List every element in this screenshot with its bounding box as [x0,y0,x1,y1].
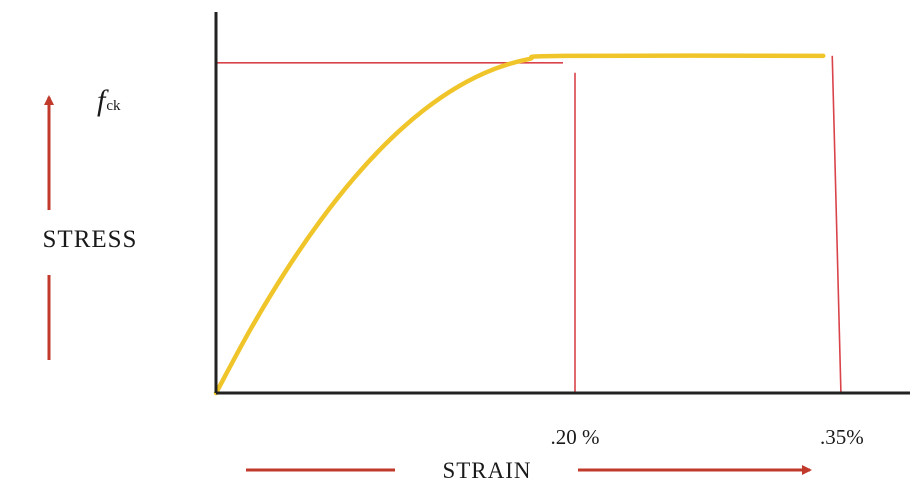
x-axis-label: STRAIN [442,458,531,483]
curve-layer [213,53,826,396]
y-axis-label: STRESS [43,226,138,253]
strain-035-vertical-line [831,55,842,394]
stress-strain-curve [213,53,826,396]
reference-lines [216,55,842,394]
fck-label: fck [97,84,121,117]
fck-subscript: ck [106,98,121,114]
tick-label-020: .20 % [551,425,600,449]
tick-label-035: .35% [820,425,864,449]
